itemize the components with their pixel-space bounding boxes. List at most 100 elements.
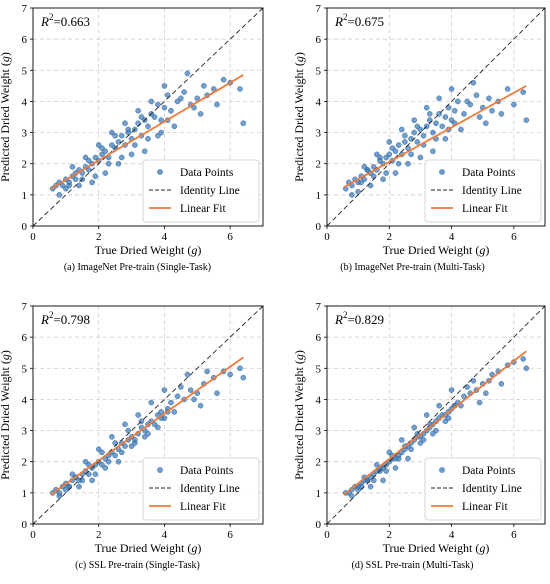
data-point <box>398 126 405 133</box>
data-point <box>392 465 399 471</box>
legend-marker-points <box>439 467 445 473</box>
data-point <box>426 111 433 117</box>
data-point <box>187 387 194 393</box>
data-point <box>184 371 191 378</box>
data-point <box>184 70 191 77</box>
y-tick-label: 2 <box>22 159 28 171</box>
data-point <box>89 477 95 484</box>
data-point <box>155 101 161 108</box>
legend: Data Points Identity Line Linear Fit <box>142 457 260 521</box>
data-point <box>414 123 421 130</box>
y-tick-label: 2 <box>316 457 322 469</box>
legend-label: Data Points <box>180 167 234 179</box>
data-point <box>158 129 164 136</box>
data-point <box>128 151 135 158</box>
data-point <box>476 114 483 120</box>
data-point <box>125 126 132 133</box>
data-point <box>132 440 138 446</box>
y-tick-label: 1 <box>316 488 322 500</box>
data-point <box>454 98 461 105</box>
x-axis-label: True Dried Weight (g) <box>383 541 490 555</box>
data-point <box>56 493 63 499</box>
data-point <box>201 83 207 89</box>
axes-frame <box>32 7 264 227</box>
data-point <box>411 129 418 136</box>
y-tick-label: 2 <box>316 159 322 171</box>
data-point <box>135 107 141 114</box>
y-tick-label: 4 <box>316 394 322 406</box>
data-point <box>168 107 174 114</box>
legend: Data Points Identity Line Linear Fit <box>424 457 542 521</box>
data-point <box>141 148 148 155</box>
y-tick-label: 0 <box>22 519 28 531</box>
data-point <box>118 132 125 139</box>
data-point <box>383 468 389 474</box>
axes-frame <box>326 7 546 227</box>
x-axis-label: True Dried Weight (g) <box>95 541 202 555</box>
caption-d: (d) SSL Pre-train (Multi-Task) <box>351 560 474 571</box>
data-point <box>405 160 411 167</box>
legend-marker-points <box>157 169 163 175</box>
data-point <box>227 371 233 378</box>
axes-frame <box>326 305 546 525</box>
y-axis-label: Predicted Dried Weight (g) <box>0 52 12 182</box>
data-point <box>214 390 220 397</box>
identity-line <box>32 7 264 227</box>
data-point <box>433 120 439 127</box>
data-point <box>240 374 247 381</box>
data-point <box>395 142 402 148</box>
x-tick-label: 2 <box>387 529 393 541</box>
y-tick-label: 1 <box>22 190 28 202</box>
data-point <box>132 142 138 148</box>
data-point <box>237 86 243 92</box>
data-point <box>498 381 505 387</box>
x-tick-label: 0 <box>324 529 330 541</box>
data-point <box>461 111 467 117</box>
data-point <box>476 399 483 406</box>
data-point <box>473 92 480 98</box>
data-point <box>181 89 187 95</box>
legend-label: Linear Fit <box>180 203 226 215</box>
data-point <box>383 170 389 176</box>
data-point <box>433 427 439 434</box>
legend-label: Linear Fit <box>462 203 508 215</box>
data-point <box>69 164 76 170</box>
y-axis-label: Predicted Dried Weight (g) <box>292 52 306 182</box>
data-point <box>451 107 458 114</box>
data-point <box>92 471 99 477</box>
data-point <box>102 170 109 176</box>
r2-annotation: R2=0.829 <box>334 310 384 327</box>
data-point <box>237 365 243 372</box>
y-axis-label: Predicted Dried Weight (g) <box>0 350 12 480</box>
y-tick-label: 6 <box>22 332 28 344</box>
data-point <box>389 145 396 151</box>
data-point <box>349 192 355 198</box>
y-tick-label: 0 <box>316 519 322 531</box>
data-point <box>414 139 421 145</box>
data-point <box>358 179 365 186</box>
r2-annotation: R2=0.663 <box>40 12 90 29</box>
data-point <box>442 135 449 142</box>
data-point <box>423 104 430 111</box>
data-point <box>56 192 63 198</box>
x-tick-label: 4 <box>162 231 168 243</box>
linear-fit-line <box>343 85 527 188</box>
caption-c: (c) SSL Pre-train (Single-Task) <box>75 560 200 571</box>
data-point <box>161 387 168 393</box>
y-tick-label: 6 <box>316 332 322 344</box>
x-tick-label: 0 <box>324 231 330 243</box>
data-point <box>118 154 125 161</box>
data-point <box>171 123 178 130</box>
data-point <box>135 412 141 418</box>
x-tick-label: 4 <box>449 529 455 541</box>
y-tick-label: 2 <box>22 457 28 469</box>
panel-a: 0 2 4 6 0 1 2 3 4 5 6 7 True Dried Weight (g) Predict… <box>0 3 264 257</box>
data-point <box>99 449 105 456</box>
data-point <box>370 477 377 484</box>
data-point <box>377 154 383 161</box>
y-tick-label: 6 <box>316 34 322 46</box>
y-tick-label: 5 <box>316 65 322 77</box>
data-point <box>380 477 386 484</box>
data-point <box>423 412 430 418</box>
